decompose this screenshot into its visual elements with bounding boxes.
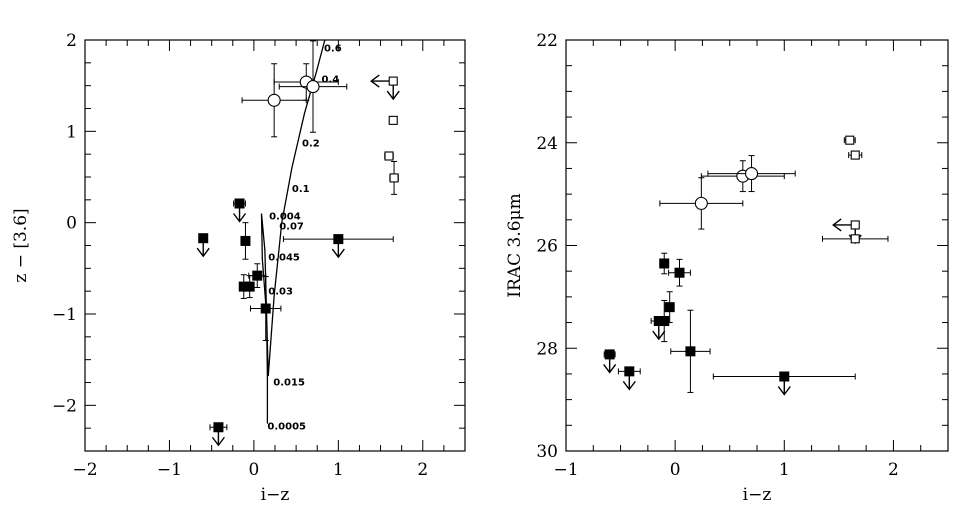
x-tick-label: 2: [417, 460, 428, 480]
filled-square-marker: [624, 366, 635, 377]
curve-annotation: 0.2: [302, 138, 320, 149]
plot-frame: [565, 39, 949, 452]
lower-limit-arrowhead: [832, 218, 842, 232]
y-tick-label: 1: [66, 122, 77, 142]
y-tick-label: −1: [52, 305, 77, 325]
x-tick-label: 0: [248, 460, 259, 480]
upper-limit-arrowhead: [211, 436, 225, 447]
curve-annotation: 0.045: [268, 252, 300, 263]
filled-square-marker: [244, 281, 255, 292]
x-tick-label: −1: [157, 460, 182, 480]
open-circle-marker: [306, 80, 320, 94]
y-tick-label: 26: [536, 237, 558, 257]
x-tick-label: 0: [670, 460, 681, 480]
filled-square-marker: [213, 422, 224, 433]
y-tick-label: 22: [536, 31, 558, 51]
open-square-marker: [850, 234, 860, 244]
open-square-marker: [388, 76, 398, 86]
filled-square-marker: [604, 349, 615, 360]
x-tick-label: −2: [72, 460, 97, 480]
curve-annotation: 0.1: [292, 184, 310, 195]
filled-square-marker: [659, 258, 670, 269]
filled-square-marker: [240, 235, 251, 246]
filled-square-marker: [252, 270, 263, 281]
open-circle-marker: [694, 196, 708, 210]
y-tick-label: 28: [536, 339, 558, 359]
x-axis-label: i−z: [743, 485, 772, 505]
filled-square-marker: [198, 233, 209, 244]
filled-square-marker: [659, 316, 670, 327]
open-circle-marker: [267, 93, 281, 107]
curve-annotation: 0.004: [269, 211, 301, 222]
y-tick-label: 30: [536, 442, 558, 462]
filled-square-marker: [674, 267, 685, 278]
upper-limit-arrowhead: [331, 248, 345, 259]
open-square-marker: [388, 115, 398, 125]
open-square-marker: [850, 150, 860, 160]
x-tick-label: 1: [779, 460, 790, 480]
y-tick-label: 24: [536, 134, 558, 154]
y-axis-label: z − [3.6]: [11, 208, 31, 282]
x-axis-label: i−z: [261, 485, 290, 505]
curve-annotation: 0.4: [321, 74, 339, 85]
filled-square-marker: [779, 371, 790, 382]
model-curve: [260, 39, 326, 424]
curve-annotation: 0.0005: [267, 421, 306, 432]
y-axis-label: IRAC 3.6μm: [505, 193, 525, 297]
filled-square-marker: [333, 234, 344, 245]
upper-limit-arrowhead: [386, 90, 400, 101]
x-tick-label: 1: [333, 460, 344, 480]
curve-annotation: 0.07: [279, 221, 304, 232]
upper-limit-arrowhead: [777, 386, 791, 396]
filled-square-marker: [260, 303, 271, 314]
curve-annotation: 0.6: [324, 43, 342, 54]
curve-annotation: 0.015: [273, 378, 305, 389]
curve-annotation: 0.03: [268, 286, 293, 297]
open-square-marker: [384, 151, 394, 161]
filled-square-marker: [234, 198, 245, 209]
left-panel: −2 −1 0 1 2 −2 −1 0 1 2 i−z z − [3.6] 0.6 0.4 0.2 0.1 0.…: [11, 31, 466, 505]
open-square-marker: [389, 173, 399, 183]
open-circle-marker: [744, 167, 759, 181]
filled-square-marker: [664, 302, 675, 313]
lower-limit-arrowhead: [370, 74, 380, 88]
y-tick-label: 0: [66, 214, 77, 234]
open-square-marker: [845, 135, 855, 145]
upper-limit-arrowhead: [196, 247, 210, 258]
upper-limit-arrowhead: [603, 363, 617, 374]
open-square-marker: [850, 220, 860, 230]
filled-square-marker: [685, 346, 696, 357]
y-tick-label: 2: [66, 31, 77, 51]
x-tick-label: 2: [888, 460, 899, 480]
upper-limit-arrowhead: [652, 330, 666, 341]
x-tick-label: −1: [553, 460, 578, 480]
upper-limit-arrowhead: [232, 213, 247, 223]
y-tick-label: −2: [52, 396, 77, 416]
upper-limit-arrowhead: [622, 380, 636, 391]
